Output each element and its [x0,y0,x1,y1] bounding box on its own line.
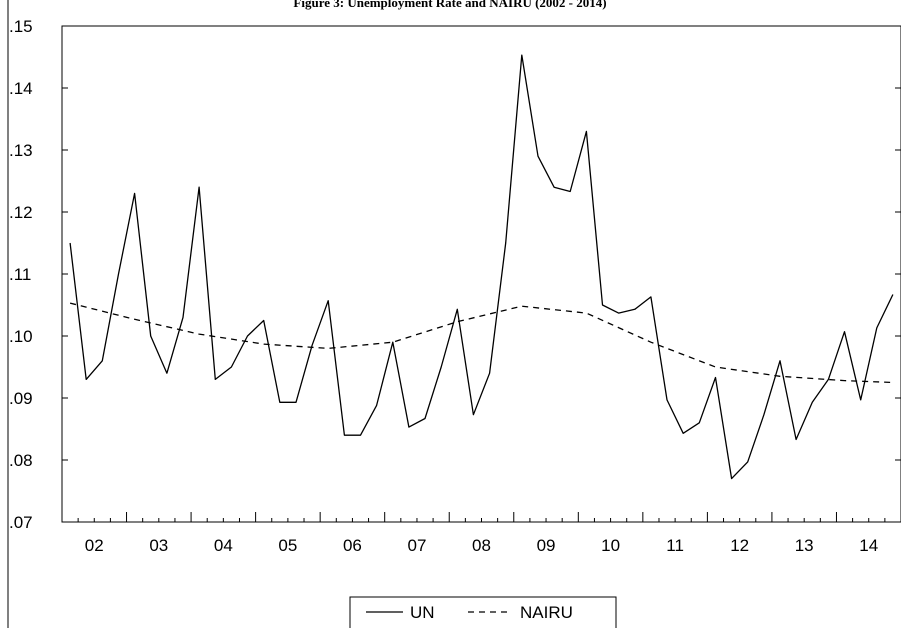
chart-title: Figure 3: Unemployment Rate and NAIRU (2… [293,0,606,10]
series-layer [69,54,894,480]
y-tick-label: .14 [9,79,33,98]
x-tick-label: 06 [343,536,362,555]
series-line-un [69,54,894,480]
x-tick-label: 08 [472,536,491,555]
x-tick-label: 13 [795,536,814,555]
y-tick-label: .13 [9,141,33,160]
y-tick-label: .07 [9,513,33,532]
legend-box [349,596,617,633]
x-tick-label: 02 [85,536,104,555]
x-tick-label: 04 [214,536,233,555]
y-tick-label: .12 [9,203,33,222]
x-tick-label: 05 [278,536,297,555]
x-tick-label: 11 [666,536,684,555]
x-tick-label: 07 [408,536,427,555]
x-tick-label: 03 [149,536,168,555]
y-axis: .07 .08 .09 .10 .11 .12 .13 .14 .15 [9,17,901,532]
x-tick-label: 14 [859,536,878,555]
x-axis: 02 03 04 05 06 07 08 09 10 11 12 13 14 [61,512,901,555]
y-tick-label: .11 [9,265,31,284]
y-tick-label: .08 [9,451,33,470]
x-tick-label: 10 [601,536,620,555]
legend: UN NAIRU [349,596,617,633]
y-tick-label: .15 [9,17,33,36]
y-tick-label: .10 [9,327,33,346]
x-tick-label: 12 [730,536,749,555]
series-line-nairu [69,302,893,384]
y-tick-label: .09 [9,389,33,408]
legend-un-label: UN [410,603,435,622]
legend-nairu-label: NAIRU [520,603,573,622]
x-tick-label: 09 [537,536,556,555]
